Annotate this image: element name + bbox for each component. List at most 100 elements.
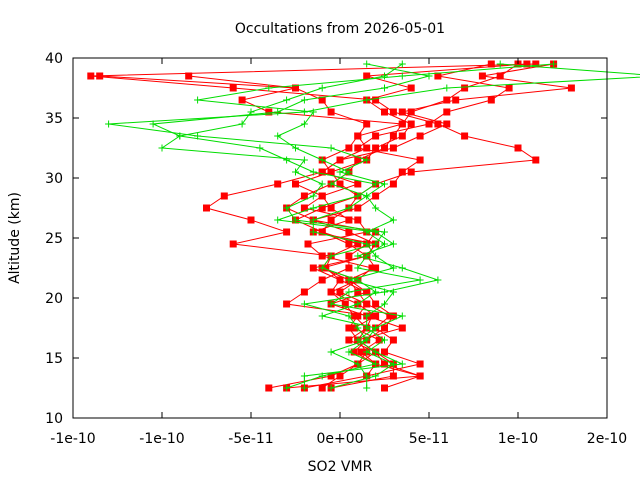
series-1-profile-2-point-9 [345, 276, 353, 284]
series-1-profile-1-point-27 [398, 60, 406, 68]
series-0-profile-5-point-8 [300, 288, 308, 296]
series-0-profile-3-point-25 [407, 84, 415, 92]
series-0-profile-2-point-10 [309, 264, 317, 272]
series-1-profile-3-point-3 [345, 348, 353, 356]
series-0-profile-2-line [286, 63, 511, 389]
series-1-profile-1-point-17 [318, 180, 326, 188]
series-0-profile-5-point-25 [461, 84, 469, 92]
series-0-profile-0-point-15 [203, 204, 210, 212]
series-1-profile-3-point-0 [283, 384, 291, 392]
chart-title: Occultations from 2026-05-01 [235, 21, 445, 37]
series-1-profile-0-point-3 [372, 348, 380, 356]
series-1-profile-1-point-3 [327, 348, 335, 356]
series-1-profile-3-point-23 [274, 108, 282, 116]
plot-series [87, 60, 640, 392]
series-0-profile-3-point-20 [372, 144, 380, 152]
series-1-profile-1-point-24 [283, 96, 291, 104]
series-0-profile-0-point-6 [350, 312, 358, 320]
series-0-profile-2-point-27 [487, 60, 495, 68]
series-0-profile-5-point-11 [345, 252, 353, 260]
series-0-profile-3-point-5 [350, 324, 358, 332]
series-1-profile-3-point-22 [149, 120, 157, 128]
series-0-profile-2-point-2 [381, 360, 388, 368]
y-axis-label: Altitude (km) [7, 192, 23, 284]
y-tick-label-5: 35 [45, 111, 63, 127]
series-0-profile-6-point-25 [292, 84, 299, 92]
series-0-profile-3-point-14 [354, 216, 362, 224]
series-0-profile-4-point-12 [318, 228, 326, 236]
series-0 [87, 60, 575, 392]
series-1-profile-0-point-22 [105, 120, 113, 128]
series-1-profile-2-point-13 [309, 228, 317, 236]
series-0-profile-0-point-26 [478, 72, 486, 80]
series-1-profile-3-point-2 [372, 360, 380, 368]
series-1-profile-1-point-11 [327, 252, 335, 260]
series-0-profile-6-point-19 [336, 156, 344, 164]
series-0-profile-0-line [205, 63, 572, 389]
series-1-profile-1-point-7 [354, 300, 362, 308]
series-0-profile-1-point-3 [381, 348, 388, 356]
series-0-profile-0-point-0 [265, 384, 273, 392]
series-0-profile-6-point-16 [318, 192, 326, 200]
series-1-profile-2-point-4 [381, 336, 388, 344]
series-0-profile-6-point-14 [345, 216, 353, 224]
series-0-profile-2-point-16 [372, 192, 380, 200]
series-1-profile-3-point-17 [372, 180, 380, 188]
series-0-profile-6-point-21 [354, 132, 362, 140]
series-1-profile-0-point-0 [300, 384, 308, 392]
series-1-profile-2-point-7 [381, 300, 388, 308]
series-1-profile-2-point-18 [345, 168, 353, 176]
series-1-profile-0-point-10 [354, 264, 362, 272]
series-1-profile-3-line [151, 63, 440, 389]
series-0-profile-0-point-14 [247, 216, 255, 224]
series-0-profile-1-point-8 [354, 288, 362, 296]
series-0-profile-6-point-17 [354, 180, 362, 188]
series-0-profile-1-point-22 [434, 120, 442, 128]
series-0-profile-4-point-13 [327, 216, 335, 224]
series-0-profile-3-point-8 [327, 288, 335, 296]
y-tick-label-3: 25 [45, 231, 63, 247]
series-0-profile-3-point-10 [368, 264, 376, 272]
series-0-profile-0-point-10 [322, 264, 330, 272]
series-0-profile-4-point-2 [350, 348, 358, 356]
series-1-profile-0-point-17 [381, 180, 388, 188]
series-0-profile-0-point-24 [452, 96, 460, 104]
series-0-profile-3-point-6 [372, 312, 380, 320]
series-1-profile-1-point-2 [354, 360, 362, 368]
series-0-profile-3-point-26 [363, 72, 371, 80]
series-0-profile-6-point-5 [345, 324, 353, 332]
series-1-profile-2-point-12 [363, 240, 371, 248]
series-0-profile-1-point-10 [372, 264, 380, 272]
series-0-profile-5-point-24 [443, 96, 451, 104]
series-1-profile-3-point-10 [398, 264, 406, 272]
series-1-profile-1-point-5 [372, 324, 380, 332]
series-1-profile-0-point-9 [416, 276, 424, 284]
series-1-profile-3-point-16 [354, 192, 362, 200]
y-tick-label-1: 15 [45, 351, 63, 367]
series-0-profile-1-point-21 [461, 132, 469, 140]
series-1-profile-1-point-16 [309, 192, 317, 200]
x-tick-label-0: -1e-10 [50, 431, 95, 447]
series-1-profile-0-point-18 [336, 168, 344, 176]
series-1-profile-3-point-1 [318, 372, 326, 380]
series-0-profile-5-point-10 [345, 264, 353, 272]
x-tick-label-4: 5e-11 [409, 431, 449, 447]
series-0-profile-1-point-20 [514, 144, 522, 152]
series-0-profile-6-point-18 [318, 168, 326, 176]
series-0-profile-5-point-9 [318, 276, 326, 284]
series-0-profile-3-point-0 [381, 384, 388, 392]
series-1 [105, 60, 640, 392]
series-1-profile-2-point-19 [318, 156, 326, 164]
series-1-profile-3-point-14 [274, 216, 282, 224]
series-0-profile-3-point-21 [398, 132, 406, 140]
series-0-profile-6-point-1 [389, 372, 397, 380]
series-1-profile-0-point-23 [300, 108, 308, 116]
series-0-profile-4-point-23 [318, 96, 326, 104]
series-0-profile-4-point-21 [363, 120, 371, 128]
y-tick-label-0: 10 [45, 411, 63, 427]
series-1-profile-1-line [160, 63, 403, 388]
series-0-profile-3-point-23 [381, 108, 388, 116]
series-1-profile-3-point-6 [345, 312, 353, 320]
series-0-profile-6-point-24 [238, 96, 246, 104]
series-0-profile-5-point-1 [336, 372, 344, 380]
